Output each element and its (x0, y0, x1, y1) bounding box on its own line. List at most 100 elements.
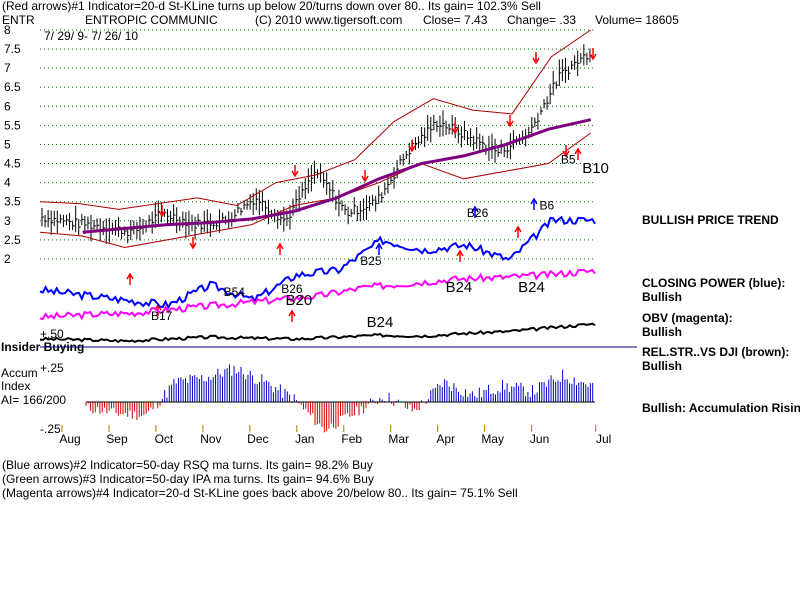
down-arrow-icon (589, 48, 597, 61)
header-indicator-1: (Red arrows)#1 Indicator=20-d St-KLine t… (2, 0, 541, 13)
ai-value: AI= 166/200 (1, 393, 67, 407)
arrow-head (189, 242, 197, 250)
accum-index-panel: +.50 +.25 -.25 (40, 327, 595, 436)
month-label: May (481, 432, 504, 446)
arrow-head (532, 57, 540, 65)
footer-indicator-4: (Magenta arrows)#4 Indicator=20-d St-KLi… (2, 486, 518, 500)
signal-label: B17 (151, 309, 173, 323)
relstr-label: REL.STR..VS DJI (brown): (642, 345, 790, 359)
down-arrow-icon (189, 237, 197, 250)
signal-labels: B5 B10 B26 B6 B17 B20 B24 B24 B24 B25 B26 B54 (151, 153, 609, 331)
closing-power-status: Bullish (642, 290, 683, 304)
month-label: Oct (155, 432, 174, 446)
closing-power-label: CLOSING POWER (blue): (642, 276, 786, 290)
up-arrow-icon (276, 242, 284, 255)
y-tick-label: 2 (4, 252, 11, 266)
accum-tick-label: +.50 (40, 327, 64, 341)
price-grid (40, 29, 595, 260)
signal-label: B25 (360, 254, 382, 268)
month-label: Aug (59, 432, 80, 446)
accum-tick-label: +.25 (40, 361, 64, 375)
arrow-head (288, 309, 296, 317)
signal-label: B6 (540, 198, 555, 212)
arrow-head (451, 127, 459, 135)
arrow-head (471, 205, 479, 213)
y-tick-label: 4.5 (4, 157, 21, 171)
down-arrow-icon (361, 170, 369, 183)
month-label: Feb (341, 432, 362, 446)
relative-strength-line (39, 322, 596, 344)
moving-average-line (82, 118, 592, 234)
obv-line (39, 268, 596, 321)
y-tick-label: 5.5 (4, 118, 21, 132)
upper-band-line (39, 29, 592, 210)
y-tick-label: 4 (4, 176, 11, 190)
signal-label: B5 (561, 153, 576, 167)
volume-value: Volume= 18605 (595, 13, 679, 27)
down-arrow-icon (506, 115, 514, 128)
ticker-symbol: ENTR (2, 13, 35, 27)
arrow-head (408, 145, 416, 153)
arrow-head (361, 175, 369, 183)
company-name: ENTROPIC COMMUNIC (85, 13, 218, 27)
accum-status: Bullish: Accumulation Rising (642, 401, 800, 415)
month-label: Jan (295, 432, 314, 446)
up-arrow-icon (514, 225, 522, 238)
arrow-head (291, 170, 299, 178)
down-arrow-icon (408, 140, 416, 153)
signal-label: B54 (224, 285, 246, 299)
y-tick-label: 3 (4, 214, 11, 228)
date-range: 7/ 29/ 9- 7/ 26/ 10 (44, 29, 139, 43)
accum-tick-label: -.25 (40, 422, 61, 436)
arrow-head (562, 150, 570, 158)
month-axis: Aug Sep Oct Nov Dec Jan Feb Mar Apr May Jun Jul (59, 425, 611, 446)
y-tick-label: 7 (4, 61, 11, 75)
y-tick-label: 8 (4, 23, 11, 37)
down-arrow-icon (532, 52, 540, 65)
signal-label: B26 (281, 282, 303, 296)
index-label: Index (1, 379, 31, 393)
footer-indicator-3: (Green arrows)#3 Indicator=50-day IPA ma… (2, 472, 374, 486)
arrow-head (126, 272, 134, 280)
month-label: Dec (247, 432, 268, 446)
up-arrow-icon (530, 197, 538, 210)
up-arrow-icon (288, 309, 296, 322)
signal-label: B24 (367, 314, 394, 331)
month-label: Apr (436, 432, 455, 446)
y-tick-label: 5 (4, 137, 11, 151)
trend-status: BULLISH PRICE TREND (642, 213, 779, 227)
month-label: Nov (200, 432, 221, 446)
lower-band-line (39, 132, 592, 248)
price-chart: 2 2.5 3 3.5 4 4.5 5 5.5 6 6.5 7 7.5 8 +.50 +.25 -.25 A… (4, 23, 637, 446)
signal-arrows (126, 48, 597, 322)
arrow-head (456, 249, 464, 257)
y-tick-label: 2.5 (4, 233, 21, 247)
down-arrow-icon (562, 145, 570, 158)
relstr-status: Bullish (642, 359, 683, 373)
obv-label: OBV (magenta): (642, 311, 733, 325)
y-tick-label: 6.5 (4, 80, 21, 94)
month-label: Jul (596, 432, 611, 446)
down-arrow-icon (291, 165, 299, 178)
footer-indicator-2: (Blue arrows)#2 Indicator=50-day RSQ ma … (2, 458, 373, 472)
copyright-text: (C) 2010 www.tigersoft.com (255, 13, 403, 27)
change-value: Change= .33 (507, 13, 577, 27)
y-tick-label: 3.5 (4, 195, 21, 209)
signal-label: B10 (582, 160, 609, 177)
down-arrow-icon (158, 205, 166, 218)
down-arrow-icon (451, 122, 459, 135)
signal-label: B20 (285, 292, 312, 309)
month-label: Mar (388, 432, 409, 446)
up-arrow-icon (456, 249, 464, 262)
up-arrow-icon (574, 147, 582, 160)
arrow-head (276, 242, 284, 250)
arrow-head (375, 242, 383, 250)
arrow-head (158, 210, 166, 218)
y-tick-label: 7.5 (4, 42, 21, 56)
up-arrow-icon (375, 242, 383, 255)
up-arrow-icon (471, 205, 479, 218)
month-label: Jun (530, 432, 549, 446)
price-y-axis: 2 2.5 3 3.5 4 4.5 5 5.5 6 6.5 7 7.5 8 (4, 23, 21, 266)
obv-status: Bullish (642, 325, 683, 339)
arrow-head (514, 225, 522, 233)
